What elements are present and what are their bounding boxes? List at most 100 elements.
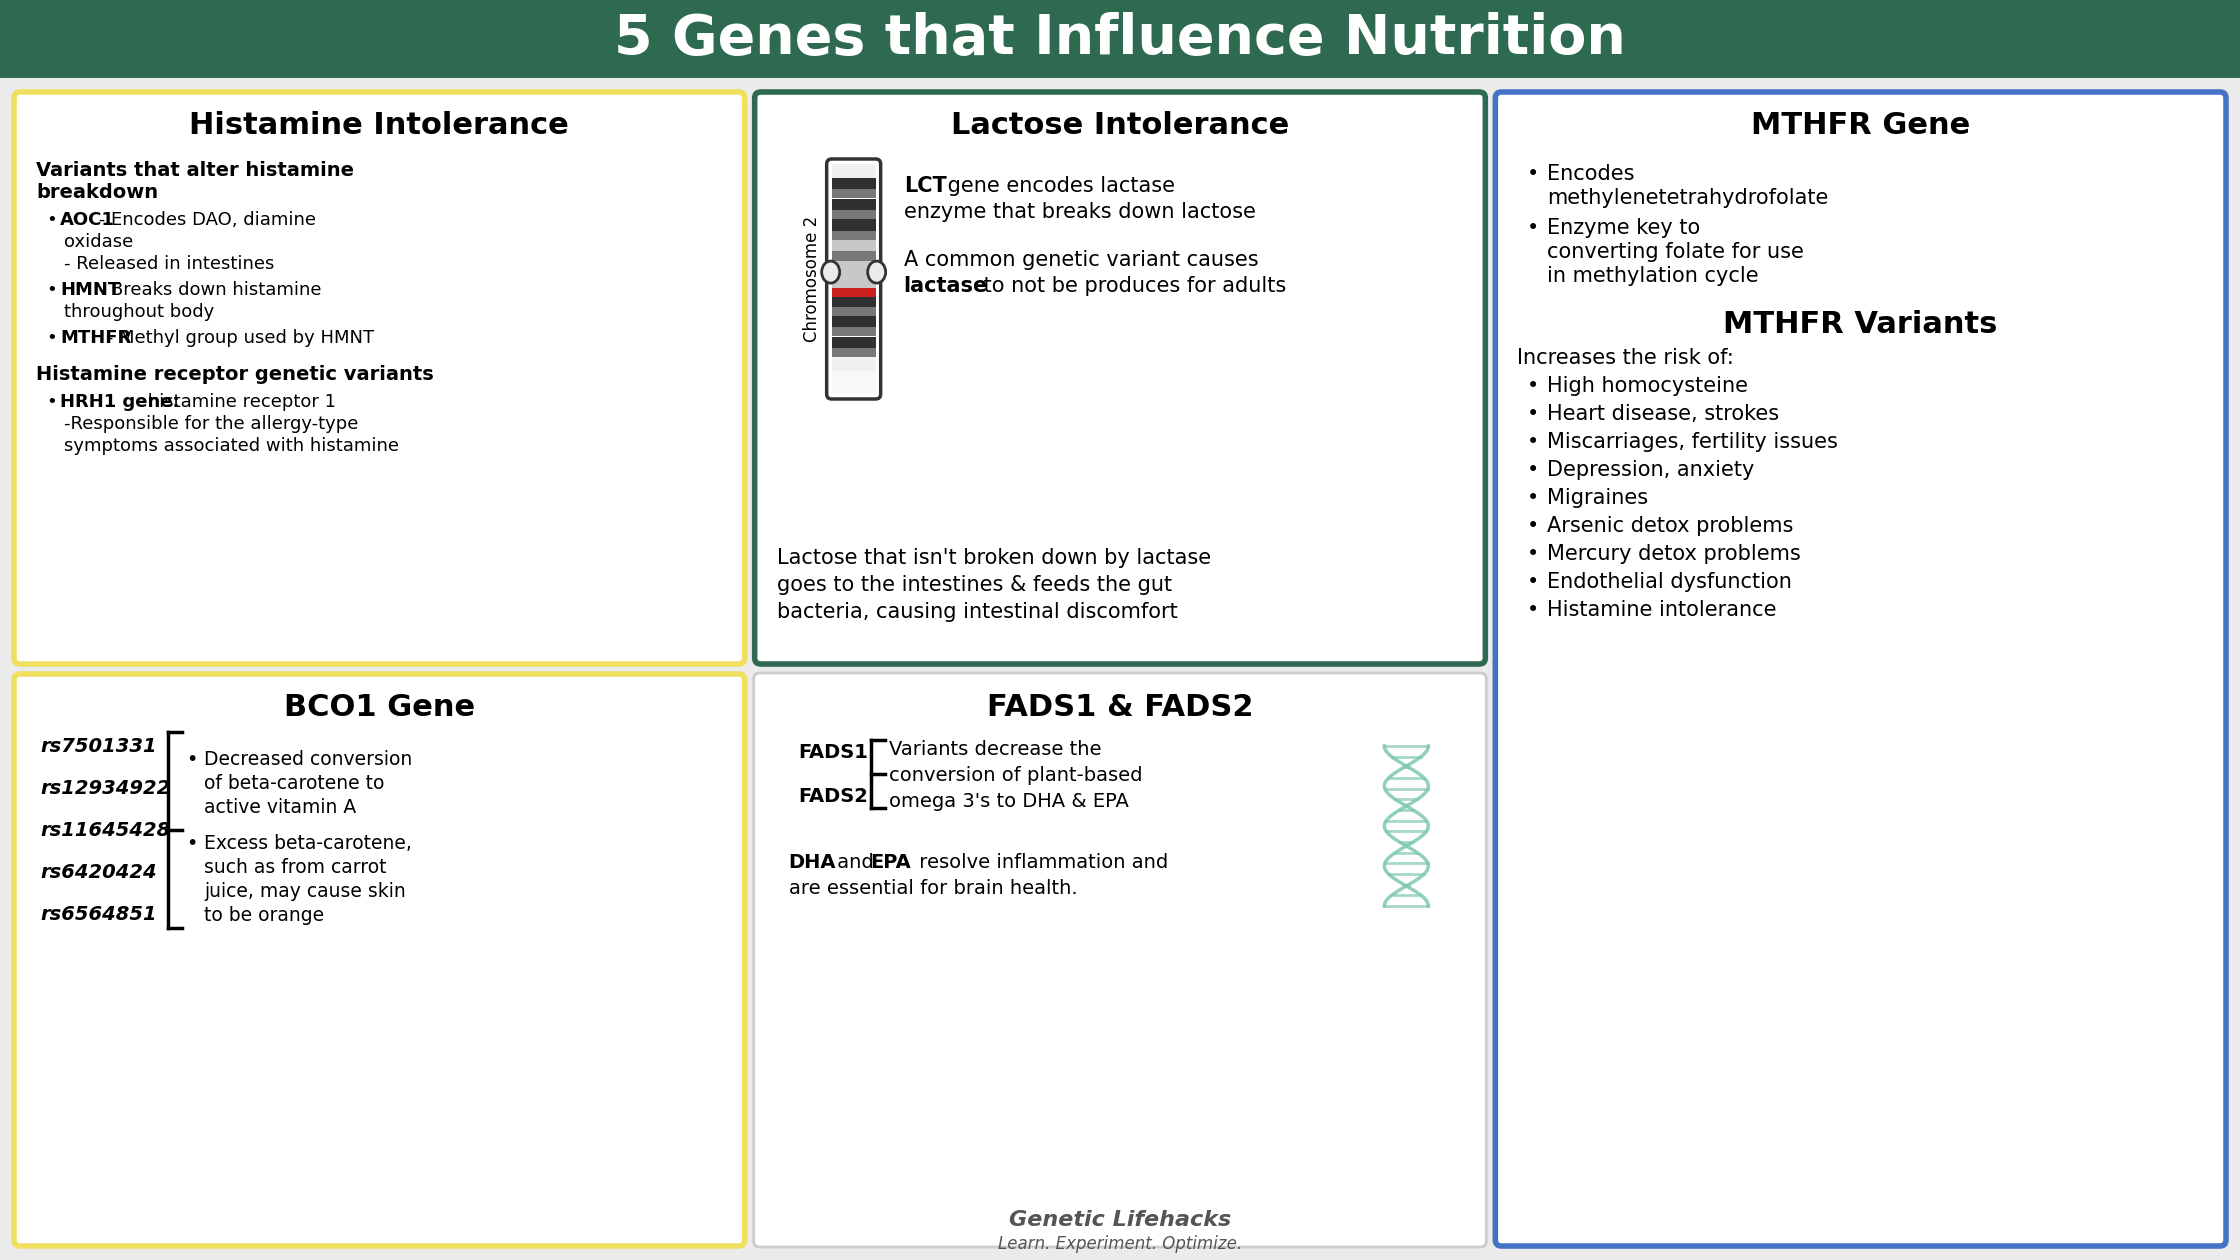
Bar <box>831 297 876 306</box>
Text: breakdown: breakdown <box>36 183 159 202</box>
Text: AOC1: AOC1 <box>60 210 114 229</box>
Text: and: and <box>831 853 880 872</box>
Text: Endothelial dysfunction: Endothelial dysfunction <box>1548 572 1792 592</box>
Text: •: • <box>1528 218 1539 238</box>
Text: in methylation cycle: in methylation cycle <box>1548 266 1758 286</box>
Text: rs6420424: rs6420424 <box>40 863 157 882</box>
Text: symptoms associated with histamine: symptoms associated with histamine <box>65 437 399 455</box>
Text: methylenetetrahydrofolate: methylenetetrahydrofolate <box>1548 188 1828 208</box>
Text: •: • <box>1528 488 1539 508</box>
Text: •: • <box>47 393 56 411</box>
Text: Histamine receptor genetic variants: Histamine receptor genetic variants <box>36 365 435 384</box>
Text: •: • <box>1528 517 1539 536</box>
Text: •: • <box>1528 164 1539 184</box>
Text: - Released in intestines: - Released in intestines <box>65 255 276 273</box>
Bar <box>831 178 876 189</box>
Text: - Encodes DAO, diamine: - Encodes DAO, diamine <box>94 210 316 229</box>
Text: - Breaks down histamine: - Breaks down histamine <box>94 281 323 299</box>
Text: MTHFR Gene: MTHFR Gene <box>1752 111 1971 141</box>
Text: FADS1: FADS1 <box>800 742 869 761</box>
Text: rs7501331: rs7501331 <box>40 737 157 756</box>
Text: Variants decrease the: Variants decrease the <box>889 740 1102 759</box>
Text: Decreased conversion: Decreased conversion <box>204 750 412 769</box>
Text: are essential for brain health.: are essential for brain health. <box>788 879 1077 898</box>
Text: •: • <box>1528 572 1539 592</box>
Text: Miscarriages, fertility issues: Miscarriages, fertility issues <box>1548 432 1839 452</box>
Bar <box>831 261 876 275</box>
Text: juice, may cause skin: juice, may cause skin <box>204 882 405 901</box>
Text: •: • <box>1528 404 1539 425</box>
Text: rs12934922: rs12934922 <box>40 779 170 798</box>
Text: MTHFR: MTHFR <box>60 329 132 346</box>
Bar <box>831 189 876 199</box>
Text: gene encodes lactase: gene encodes lactase <box>941 176 1174 197</box>
Text: omega 3's to DHA & EPA: omega 3's to DHA & EPA <box>889 793 1129 811</box>
Bar <box>831 316 876 328</box>
Text: MTHFR Variants: MTHFR Variants <box>1723 310 1998 339</box>
Bar <box>831 199 876 210</box>
Bar <box>831 252 876 261</box>
Text: Learn. Experiment. Optimize.: Learn. Experiment. Optimize. <box>999 1235 1241 1252</box>
Text: Lactose that isn't broken down by lactase
goes to the intestines & feeds the gut: Lactose that isn't broken down by lactas… <box>777 548 1212 622</box>
FancyBboxPatch shape <box>755 92 1485 664</box>
Text: Genetic Lifehacks: Genetic Lifehacks <box>1008 1210 1232 1230</box>
Text: Migraines: Migraines <box>1548 488 1649 508</box>
Text: Arsenic detox problems: Arsenic detox problems <box>1548 517 1794 536</box>
Text: High homocysteine: High homocysteine <box>1548 375 1749 396</box>
FancyBboxPatch shape <box>1496 92 2227 1246</box>
Text: FADS2: FADS2 <box>800 786 869 805</box>
Bar <box>831 210 876 219</box>
Bar <box>831 357 876 370</box>
Bar <box>831 328 876 336</box>
Text: rs11645428: rs11645428 <box>40 820 170 839</box>
Bar <box>831 306 876 316</box>
Text: conversion of plant-based: conversion of plant-based <box>889 766 1142 785</box>
Text: •: • <box>47 210 56 229</box>
Text: active vitamin A: active vitamin A <box>204 798 356 816</box>
Text: LCT: LCT <box>903 176 948 197</box>
Text: •: • <box>186 750 197 769</box>
Text: 5 Genes that Influence Nutrition: 5 Genes that Influence Nutrition <box>614 13 1626 66</box>
Bar <box>831 231 876 239</box>
Text: Heart disease, strokes: Heart disease, strokes <box>1548 404 1779 425</box>
Text: Enzyme key to: Enzyme key to <box>1548 218 1700 238</box>
Text: •: • <box>186 834 197 853</box>
FancyBboxPatch shape <box>753 673 1487 1247</box>
Text: HRH1 gene:: HRH1 gene: <box>60 393 179 411</box>
Text: •: • <box>1528 544 1539 564</box>
Bar <box>831 219 876 231</box>
Text: FADS1 & FADS2: FADS1 & FADS2 <box>988 693 1252 722</box>
Bar <box>831 348 876 357</box>
Text: EPA: EPA <box>871 853 912 872</box>
Text: converting folate for use: converting folate for use <box>1548 242 1803 262</box>
Bar <box>831 239 876 252</box>
Text: Mercury detox problems: Mercury detox problems <box>1548 544 1801 564</box>
Text: Depression, anxiety: Depression, anxiety <box>1548 460 1754 480</box>
Text: of beta-carotene to: of beta-carotene to <box>204 774 385 793</box>
Text: enzyme that breaks down lactose: enzyme that breaks down lactose <box>903 202 1257 222</box>
Ellipse shape <box>867 261 885 284</box>
Bar <box>831 336 876 348</box>
Text: Histamine intolerance: Histamine intolerance <box>1548 600 1776 620</box>
Bar <box>831 275 876 289</box>
FancyBboxPatch shape <box>0 0 2240 78</box>
Text: HMNT: HMNT <box>60 281 121 299</box>
Text: Histamine Intolerance: Histamine Intolerance <box>190 111 569 141</box>
Text: A common genetic variant causes: A common genetic variant causes <box>903 249 1259 270</box>
Text: such as from carrot: such as from carrot <box>204 858 388 877</box>
Text: DHA: DHA <box>788 853 836 872</box>
Text: •: • <box>47 329 56 346</box>
Text: •: • <box>1528 432 1539 452</box>
Text: Excess beta-carotene,: Excess beta-carotene, <box>204 834 412 853</box>
Text: Chromosome 2: Chromosome 2 <box>802 215 820 343</box>
Text: BCO1 Gene: BCO1 Gene <box>284 693 475 722</box>
Text: Variants that alter histamine: Variants that alter histamine <box>36 161 354 180</box>
Text: Increases the risk of:: Increases the risk of: <box>1516 348 1734 368</box>
FancyBboxPatch shape <box>13 92 744 664</box>
FancyBboxPatch shape <box>13 674 744 1246</box>
Text: resolve inflammation and: resolve inflammation and <box>912 853 1167 872</box>
Text: Encodes: Encodes <box>1548 164 1635 184</box>
Text: •: • <box>1528 460 1539 480</box>
Bar <box>831 164 876 178</box>
Bar <box>831 370 876 394</box>
